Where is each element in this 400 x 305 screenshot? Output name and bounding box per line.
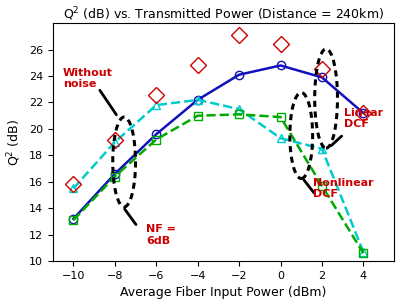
Text: Linear
DCF: Linear DCF xyxy=(344,108,383,129)
Text: Nonlinear
DCF: Nonlinear DCF xyxy=(313,178,373,199)
Text: Without
noise: Without noise xyxy=(63,68,113,89)
X-axis label: Average Fiber Input Power (dBm): Average Fiber Input Power (dBm) xyxy=(120,286,327,300)
Title: Q$^2$ (dB) vs. Transmitted Power (Distance = 240km): Q$^2$ (dB) vs. Transmitted Power (Distan… xyxy=(63,5,384,23)
Y-axis label: Q$^2$ (dB): Q$^2$ (dB) xyxy=(6,119,23,166)
Text: NF =
6dB: NF = 6dB xyxy=(146,224,176,246)
